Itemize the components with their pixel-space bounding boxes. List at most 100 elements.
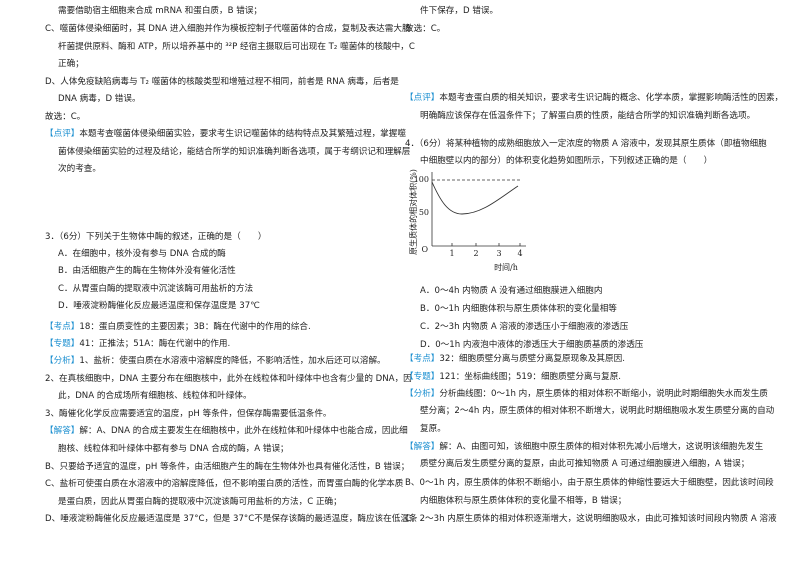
text-line: 杆菌提供原料、酶和 ATP，所以培养基中的 ³²P 经宿主摄取后可出现在 T₂ … (58, 40, 415, 52)
text-line: 胞核、线粒体和叶绿体中都有参与 DNA 合成的酶，A 错误； (58, 442, 289, 454)
line-text: C．2～3h 内物质 A 溶液的渗透压小于细胞液的渗透压 (420, 320, 629, 332)
text-line: 内细胞体积与原生质体体积的变化量不相等，B 错误； (420, 494, 626, 506)
line-text: 此，DNA 的合成场所有细胞核、线粒体和叶绿体。 (58, 389, 252, 401)
line-text: 3、酶催化化学反应需要适宜的温度，pH 等条件，但保存酶需要低温条件。 (45, 407, 332, 419)
text-line: 【分析】1、盐析：使蛋白质在水溶液中溶解度的降低，不影响活性，加水后还可以溶解。 (45, 354, 386, 366)
line-text: 质壁分离后发生质壁分离的复原，由此可推知物质 A 可通过细胞膜进入细胞，A 错误… (420, 457, 749, 469)
line-text: 3．（6分）下列关于生物体中酶的叙述，正确的是（ ） (45, 230, 266, 242)
y-tick-label: 50 (419, 208, 429, 217)
line-text: C、盐析可使蛋白质在水溶液中的溶解度降低，但不影响蛋白质的活性，而胃蛋白酶的化学… (45, 477, 404, 489)
text-line: 3、酶催化化学反应需要适宜的温度，pH 等条件，但保存酶需要低温条件。 (45, 407, 332, 419)
line-text: 次的考查。 (58, 162, 101, 174)
text-line: C．2～3h 内物质 A 溶液的渗透压小于细胞液的渗透压 (420, 320, 629, 332)
x-tick-label: 1 (449, 249, 454, 258)
line-text: 解：A、由图可知，该细胞中原生质体的相对体积先减小后增大，这说明该细胞先发生 (439, 440, 763, 452)
text-line: D．唾液淀粉酶催化反应最适温度和保存温度是 37℃ (58, 299, 260, 311)
curve (431, 181, 519, 215)
text-line: D．0～1h 内液泡中液体的渗透压大于细胞质基质的渗透压 (420, 338, 644, 350)
text-line: C．从胃蛋白酶的提取液中沉淀该酶可用盐析的方法 (58, 282, 253, 294)
text-line: 质壁分离后发生质壁分离的复原，由此可推知物质 A 可通过细胞膜进入细胞，A 错误… (420, 457, 749, 469)
section-tag: 【解答】 (45, 424, 79, 436)
x-tick-label: 4 (517, 249, 522, 258)
line-text: 内细胞体积与原生质体体积的变化量不相等，B 错误； (420, 494, 626, 506)
text-line: 【专题】121：坐标曲线图；519：细胞质壁分离与复原. (405, 370, 621, 382)
line-text: B、只要给予适宜的温度，pH 等条件，由活细胞产生的酶在生物体外也具有催化活性，… (45, 460, 409, 472)
text-line: 复原。 (420, 422, 446, 434)
text-line: 【考点】18：蛋白质变性的主要因素；3B：酶在代谢中的作用的综合. (45, 320, 311, 332)
line-text: 32：细胞质壁分离与质壁分离复原现象及其原因. (439, 352, 625, 364)
text-line: 正确； (58, 57, 84, 69)
text-line: A．在细胞中，核外没有参与 DNA 合成的酶 (58, 247, 226, 259)
line-text: 41：正推法；51A：酶在代谢中的作用. (79, 337, 230, 349)
line-text: C．从胃蛋白酶的提取液中沉淀该酶可用盐析的方法 (58, 282, 253, 294)
text-line: B、只要给予适宜的温度，pH 等条件，由活细胞产生的酶在生物体外也具有催化活性，… (45, 460, 409, 472)
line-text: C、噬菌体侵染细菌时，其 DNA 进入细胞并作为模板控制子代噬菌体的合成，复制及… (45, 22, 411, 34)
line-text: 2、在真核细胞中，DNA 主要分布在细胞核中，此外在线粒体和叶绿体中也含有少量的… (45, 372, 412, 384)
line-text: 4．（6分）将某种植物的成熟细胞放入一定浓度的物质 A 溶液中，发现其原生质体（… (405, 137, 767, 149)
text-line: B、0～1h 内，原生质体的体积不断缩小，由于原生质体的伸缩性要远大于细胞壁，因… (405, 476, 774, 488)
x-tick-label: 2 (473, 249, 478, 258)
section-tag: 【考点】 (405, 353, 439, 364)
text-line: DNA 病毒，D 错误。 (58, 92, 141, 104)
line-text: 本题考查噬菌体侵染细菌实验，要求考生识记噬菌体的结构特点及其繁殖过程，掌握噬 (79, 127, 406, 139)
line-text: 需要借助宿主细胞来合成 mRNA 和蛋白质，B 错误； (58, 4, 262, 16)
text-line: 次的考查。 (58, 162, 101, 174)
section-tag: 【专题】 (405, 370, 439, 382)
line-text: 分析曲线图：0～1h 内，原生质体的相对体积不断缩小，说明此时期细胞失水而发生质 (439, 387, 768, 399)
text-line: 件下保存，D 错误。 (420, 4, 498, 16)
line-text: 杆菌提供原料、酶和 ATP，所以培养基中的 ³²P 经宿主摄取后可出现在 T₂ … (58, 40, 415, 52)
line-text: 是蛋白质，因此从胃蛋白酶的提取液中沉淀该酶可用盐析的方法，C 正确； (58, 495, 342, 507)
text-line: C、2～3h 内原生质体的相对体积逐渐增大，这说明细胞吸水，由此可推知该时间段内… (405, 512, 777, 524)
section-tag: 【解答】 (405, 440, 439, 452)
line-text: 明确酶应该保存在低温条件下；了解蛋白质的性质，能结合所学的知识准确判断各选项。 (420, 109, 755, 121)
line-text: 菌体侵染细菌实验的过程及结论，能结合所学的知识准确判断各选项，属于考纲识记和理解… (58, 145, 411, 157)
section-tag: 【考点】 (45, 321, 79, 332)
line-text: 121：坐标曲线图；519：细胞质壁分离与复原. (439, 370, 621, 382)
text-line: C、噬菌体侵染细菌时，其 DNA 进入细胞并作为模板控制子代噬菌体的合成，复制及… (45, 22, 411, 34)
text-line: 故选：C。 (405, 22, 445, 34)
text-line: D、人体免疫缺陷病毒与 T₂ 噬菌体的核酸类型和增殖过程不相同，前者是 RNA … (45, 75, 399, 87)
line-text: D．0～1h 内液泡中液体的渗透压大于细胞质基质的渗透压 (420, 338, 644, 350)
text-line: 此，DNA 的合成场所有细胞核、线粒体和叶绿体。 (58, 389, 252, 401)
line-text: D．唾液淀粉酶催化反应最适温度和保存温度是 37℃ (58, 299, 260, 311)
line-text: B、0～1h 内，原生质体的体积不断缩小，由于原生质体的伸缩性要远大于细胞壁，因… (405, 476, 774, 488)
line-text: A．0～4h 内物质 A 没有通过细胞膜进入细胞内 (420, 284, 602, 296)
section-tag: 【点评】 (45, 128, 79, 139)
text-line: 3．（6分）下列关于生物体中酶的叙述，正确的是（ ） (45, 230, 266, 242)
text-line: B．由活细胞产生的酶在生物体外没有催化活性 (58, 264, 236, 276)
section-tag: 【分析】 (45, 354, 79, 366)
text-line: 【解答】解：A、由图可知，该细胞中原生质体的相对体积先减小后增大，这说明该细胞先… (405, 440, 764, 452)
text-line: 【专题】41：正推法；51A：酶在代谢中的作用. (45, 337, 230, 349)
text-line: 【考点】32：细胞质壁分离与质壁分离复原现象及其原因. (405, 352, 625, 364)
text-line: 【点评】本题考查蛋白质的相关知识，要求考生识记酶的概念、化学本质，掌握影响酶活性… (405, 91, 783, 103)
figure: O 时间/h 原生质体的相对体积(%) 100 50 1 2 3 4 (408, 169, 526, 272)
line-text: 中细胞壁以内的部分）的体积变化趋势如图所示，下列叙述正确的是（ ） (420, 154, 712, 166)
text-line: 【点评】本题考查噬菌体侵染细菌实验，要求考生识记噬菌体的结构特点及其繁殖过程，掌… (45, 127, 406, 139)
text-line: 【分析】分析曲线图：0～1h 内，原生质体的相对体积不断缩小，说明此时期细胞失水… (405, 387, 768, 399)
line-text: 18：蛋白质变性的主要因素；3B：酶在代谢中的作用的综合. (79, 320, 310, 332)
line-text: B．0～1h 内细胞体积与原生质体体积的变化量相等 (420, 302, 617, 314)
text-line: 菌体侵染细菌实验的过程及结论，能结合所学的知识准确判断各选项，属于考纲识记和理解… (58, 145, 411, 157)
text-line: 【解答】解：A、DNA 的合成主要发生在细胞核中，此外在线粒体和叶绿体中也能合成… (45, 424, 408, 436)
section-tag: 【专题】 (45, 337, 79, 349)
x-tick-label: 3 (496, 249, 501, 258)
text-line: A．0～4h 内物质 A 没有通过细胞膜进入细胞内 (420, 284, 602, 296)
text-line: D、唾液淀粉酶催化反应最适温度是 37°C，但是 37°C不是保存该酶的最适温度… (45, 512, 418, 524)
line-text: 壁分离；2～4h 内，原生质体的相对体积不断增大，说明此时期细胞吸水发生质壁分离… (420, 404, 775, 416)
text-line: 壁分离；2～4h 内，原生质体的相对体积不断增大，说明此时期细胞吸水发生质壁分离… (420, 404, 775, 416)
section-tag: 【点评】 (405, 92, 439, 103)
line-text: 正确； (58, 57, 84, 69)
line-text: C、2～3h 内原生质体的相对体积逐渐增大，这说明细胞吸水，由此可推知该时间段内… (405, 512, 777, 524)
line-text: 件下保存，D 错误。 (420, 4, 498, 16)
text-line: 2、在真核细胞中，DNA 主要分布在细胞核中，此外在线粒体和叶绿体中也含有少量的… (45, 372, 412, 384)
line-text: 复原。 (420, 422, 446, 434)
origin-label: O (421, 245, 428, 254)
line-text: 解：A、DNA 的合成主要发生在细胞核中，此外在线粒体和叶绿体中也能合成，因此细 (79, 424, 407, 436)
y-axis-label: 原生质体的相对体积(%) (408, 169, 418, 255)
line-text: 本题考查蛋白质的相关知识，要求考生识记酶的概念、化学本质，掌握影响酶活性的因素， (439, 91, 783, 103)
y-tick-label: 100 (414, 175, 429, 184)
line-text: 胞核、线粒体和叶绿体中都有参与 DNA 合成的酶，A 错误； (58, 442, 289, 454)
line-text: D、唾液淀粉酶催化反应最适温度是 37°C，但是 37°C不是保存该酶的最适温度… (45, 512, 418, 524)
line-text: A．在细胞中，核外没有参与 DNA 合成的酶 (58, 247, 226, 259)
